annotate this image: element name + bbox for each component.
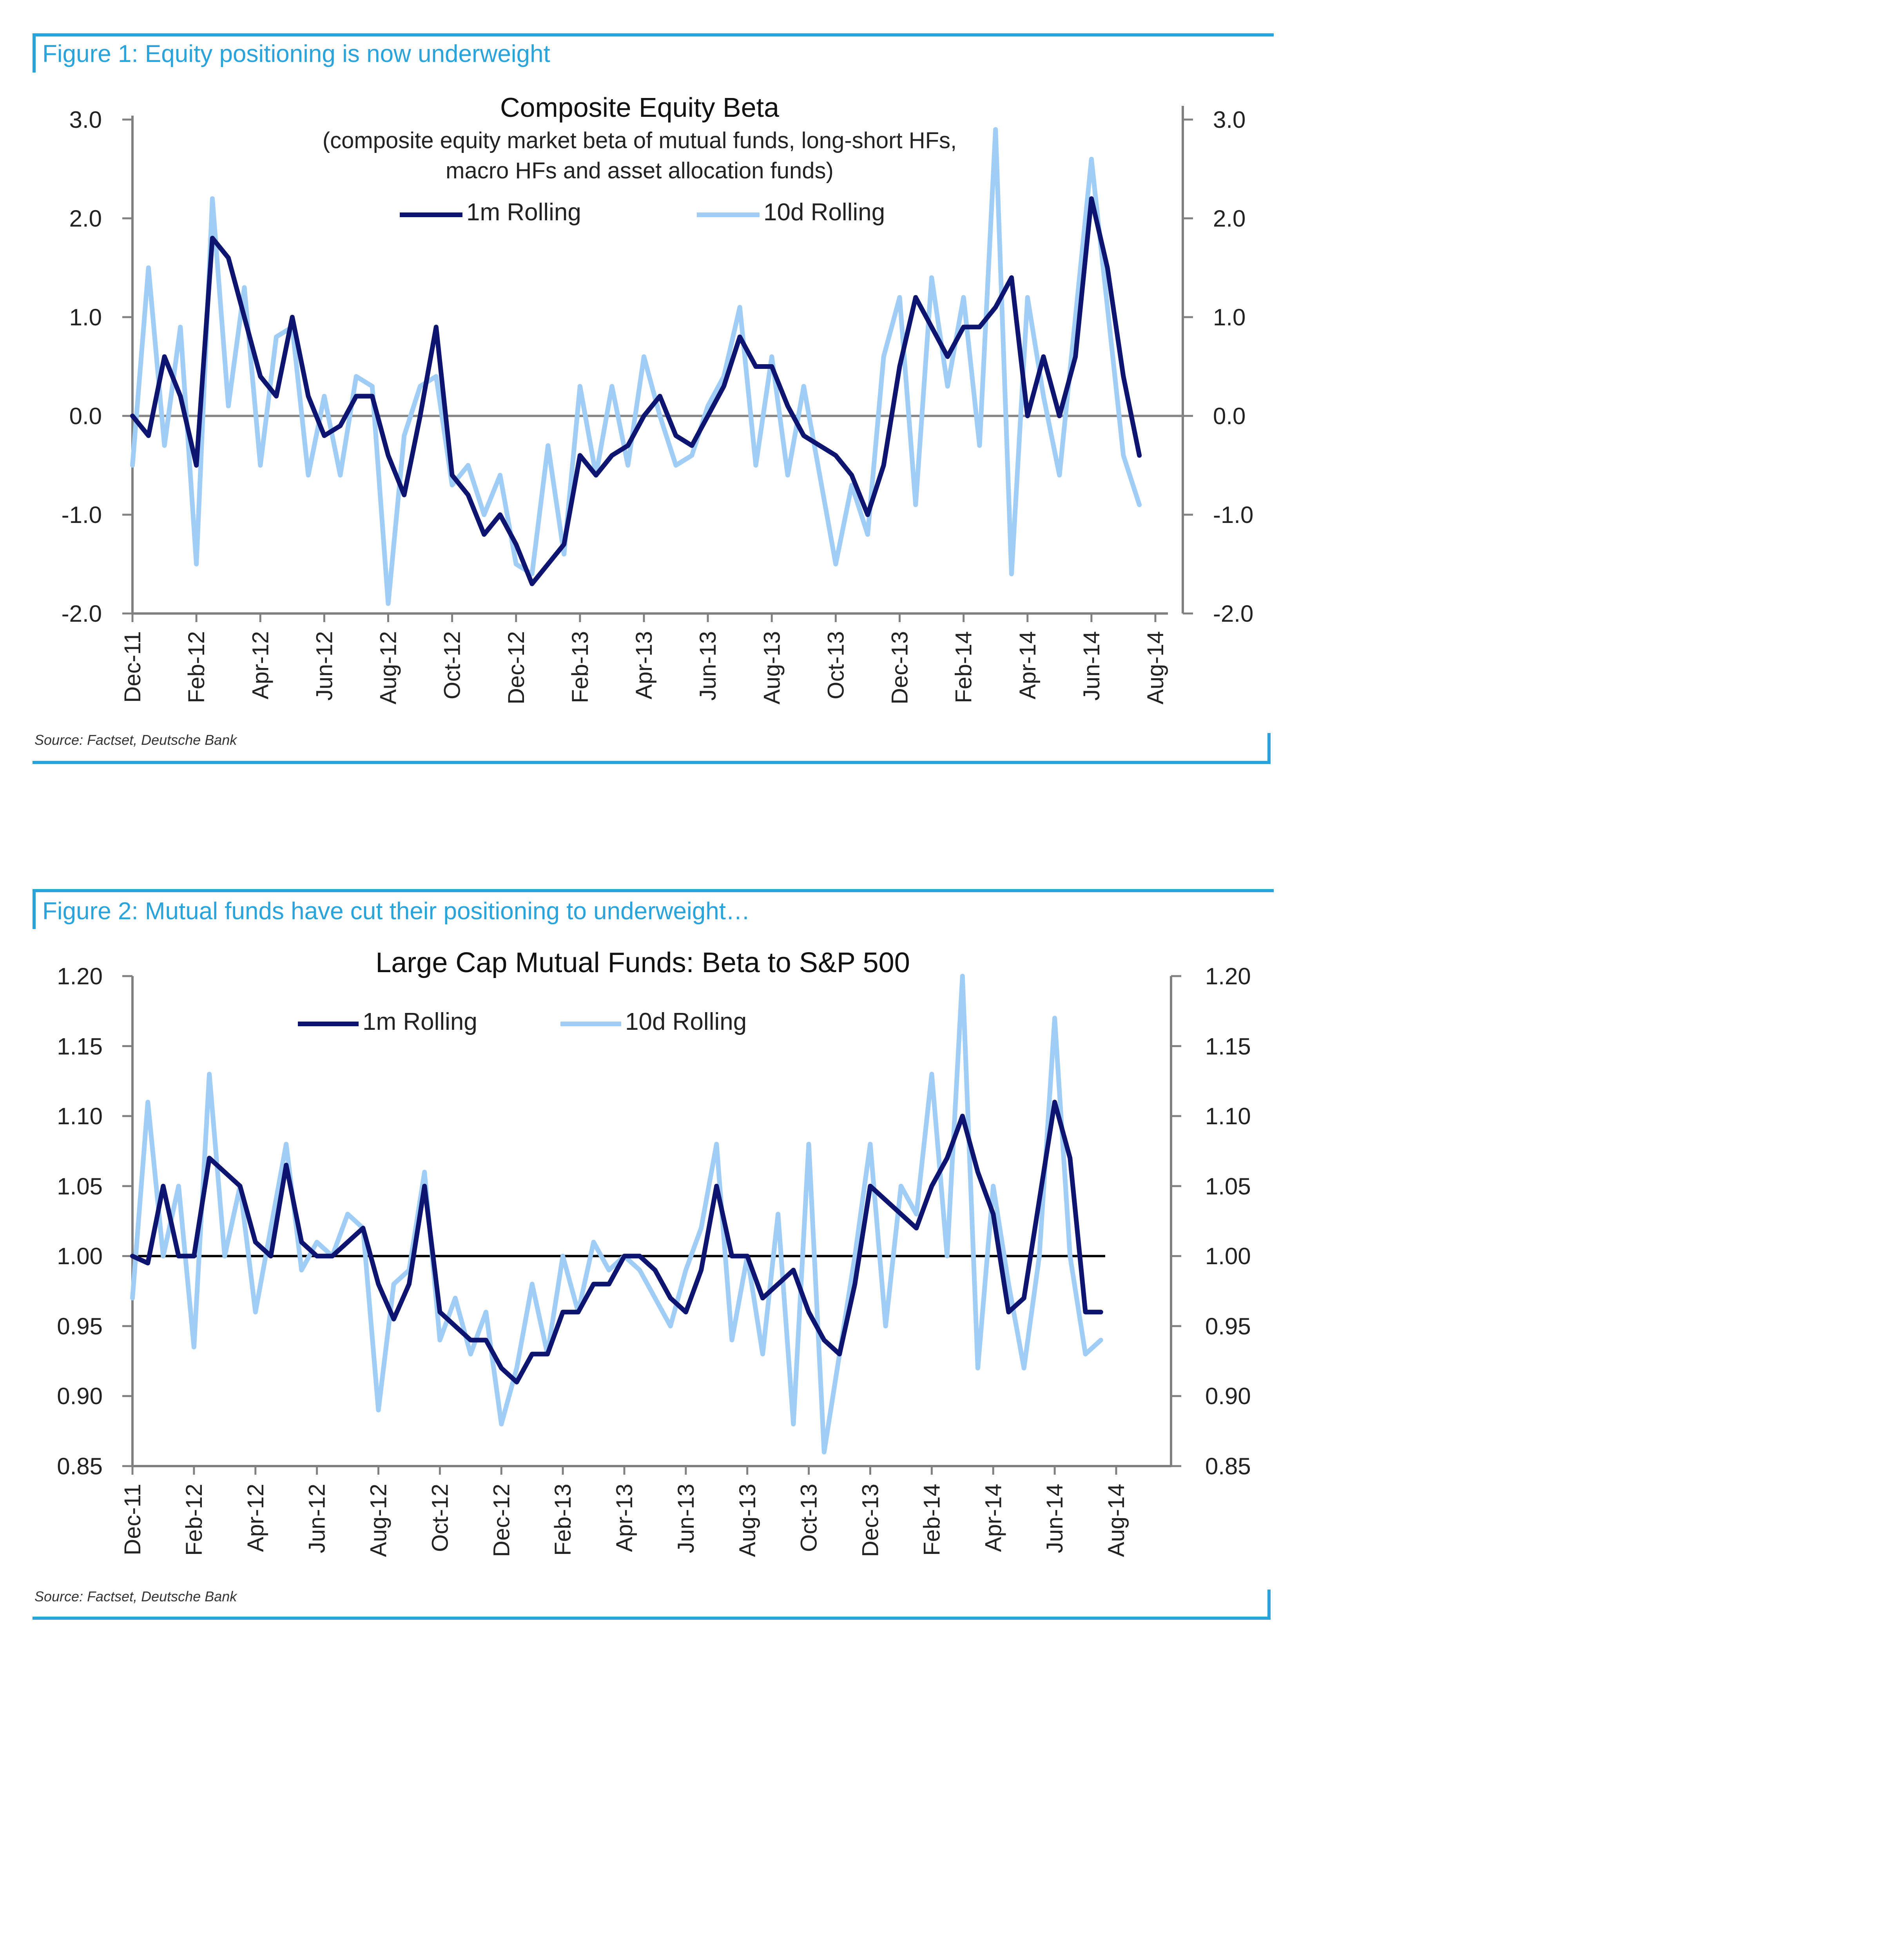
figure-1: Figure 1: Equity positioning is now unde… [33,33,1274,764]
legend-1m-label: 1m Rolling [466,199,581,226]
x-tick-label: Jun-12 [312,631,337,701]
chart-2-title: Large Cap Mutual Funds: Beta to S&P 500 [375,947,910,978]
y-tick-label: -1.0 [62,502,102,528]
chart-1-title: Composite Equity Beta [500,92,779,123]
y-tick-label-right: 2.0 [1213,205,1246,232]
y-tick-label-right: 0.95 [1205,1313,1251,1339]
y-tick-label: 0.95 [57,1313,103,1339]
x-tick-label: Jun-13 [695,631,721,701]
x-tick-label: Apr-14 [1015,631,1041,699]
y-tick-label: 3.0 [69,107,102,133]
y-tick-label-right: 1.00 [1205,1243,1251,1269]
y-tick-label: 1.0 [69,304,102,330]
x-tick-label: Jun-12 [305,1484,330,1553]
chart-2-x-axis: Dec-11 Feb-12 Apr-12 Jun-12 Aug-12 Oct-12 Dec-… [120,1465,1171,1557]
x-tick-label: Aug-14 [1143,631,1168,704]
chart-2: Large Cap Mutual Funds: Beta to S&P 500 … [57,947,1251,1557]
x-tick-label: Jun-14 [1042,1484,1068,1553]
x-tick-label: Dec-11 [120,631,145,703]
figure-2-source: Source: Factset, Deutsche Bank [34,1588,238,1604]
chart-2-plot [130,974,1105,1455]
x-tick-label: Oct-12 [440,631,465,699]
figure-1-caption: Figure 1: Equity positioning is now unde… [42,40,550,67]
y-tick-label-right: 0.90 [1205,1383,1251,1409]
y-tick-label: 2.0 [69,205,102,232]
x-tick-label: Dec-11 [120,1484,145,1555]
chart-1-subtitle-line-1: (composite equity market beta of mutual … [323,128,957,153]
x-tick-label: Feb-12 [184,631,209,703]
y-tick-label-right: 3.0 [1213,107,1246,133]
y-tick-label: -2.0 [62,601,102,627]
x-tick-label: Aug-13 [759,631,785,704]
x-tick-label: Apr-13 [631,631,657,699]
x-tick-label: Feb-14 [951,631,977,703]
x-tick-label: Feb-13 [550,1484,576,1556]
x-tick-label: Apr-14 [981,1484,1006,1552]
y-tick-label-right: 0.85 [1205,1453,1251,1479]
chart-1-left-axis: 3.0 2.0 1.0 0.0 -1.0 -2.0 [62,107,134,627]
y-tick-label-right: 1.20 [1205,963,1251,989]
y-tick-label: 1.05 [57,1173,103,1200]
chart-1-subtitle-line-2: macro HFs and asset allocation funds) [446,158,834,183]
series-10d-rolling-line [130,127,1142,606]
legend-1m-label: 1m Rolling [363,1008,477,1035]
y-tick-label: 0.85 [57,1453,103,1479]
chart-1-x-axis: Dec-11 Feb-12 Apr-12 Jun-12 Aug-12 Oct-12 Dec-… [120,612,1168,704]
y-tick-label: 1.15 [57,1033,103,1060]
x-tick-label: Apr-12 [248,631,273,699]
x-tick-label: Apr-13 [612,1484,637,1552]
x-tick-label: Jun-14 [1079,631,1104,701]
x-tick-label: Aug-12 [376,631,401,704]
chart-1-right-axis: 3.0 2.0 1.0 0.0 -1.0 -2.0 [1182,106,1253,627]
series-1m-rolling-line [130,1100,1103,1385]
x-tick-label: Dec-12 [489,1484,514,1557]
x-tick-label: Aug-14 [1104,1484,1129,1557]
chart-2-left-axis: 1.20 1.15 1.10 1.05 1.00 0.95 0.90 0.85 [57,963,134,1479]
y-tick-label: 0.90 [57,1383,103,1409]
chart-1: Composite Equity Beta (composite equity … [62,92,1254,704]
y-tick-label-right: 1.0 [1213,304,1246,330]
x-tick-label: Apr-12 [243,1484,268,1552]
x-tick-label: Feb-13 [567,631,593,703]
chart-2-legend: 1m Rolling 10d Rolling [298,1008,747,1035]
y-tick-label: 1.00 [57,1243,103,1269]
figure-2-caption: Figure 2: Mutual funds have cut their po… [42,898,750,925]
y-tick-label-right: 0.0 [1213,403,1246,429]
x-tick-label: Dec-13 [858,1484,883,1557]
x-tick-label: Oct-13 [796,1484,822,1552]
figure-1-source: Source: Factset, Deutsche Bank [34,732,238,748]
x-tick-label: Aug-12 [366,1484,392,1557]
legend-10d-label: 10d Rolling [763,199,885,226]
x-tick-label: Oct-13 [823,631,848,699]
legend-10d-label: 10d Rolling [625,1008,747,1035]
y-tick-label-right: -1.0 [1213,502,1253,528]
x-tick-label: Oct-12 [427,1484,453,1552]
series-1m-rolling-line [130,196,1142,586]
x-tick-label: Feb-14 [919,1484,945,1556]
x-tick-label: Aug-13 [735,1484,760,1557]
x-tick-label: Feb-12 [181,1484,207,1556]
y-tick-label: 0.0 [69,403,102,429]
y-tick-label: 1.10 [57,1103,103,1129]
x-tick-label: Dec-13 [887,631,913,704]
figure-2: Figure 2: Mutual funds have cut their po… [33,889,1274,1620]
x-tick-label: Dec-12 [504,631,529,704]
chart-2-right-axis: 1.20 1.15 1.10 1.05 1.00 0.95 0.90 0.85 [1170,963,1251,1479]
y-tick-label: 1.20 [57,963,103,989]
y-tick-label-right: -2.0 [1213,601,1253,627]
x-tick-label: Jun-13 [673,1484,699,1553]
chart-1-plot [130,127,1183,606]
y-tick-label-right: 1.15 [1205,1033,1251,1060]
y-tick-label-right: 1.05 [1205,1173,1251,1200]
chart-1-legend: 1m Rolling 10d Rolling [400,199,885,226]
y-tick-label-right: 1.10 [1205,1103,1251,1129]
